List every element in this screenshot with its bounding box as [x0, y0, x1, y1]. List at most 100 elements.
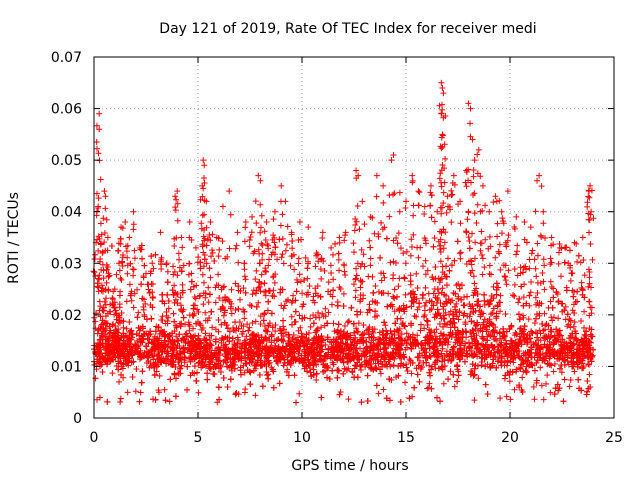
- data-point: [353, 325, 360, 332]
- data-point: [384, 303, 391, 310]
- data-point: [291, 318, 298, 325]
- data-point: [497, 342, 504, 349]
- data-point: [482, 381, 489, 388]
- data-point: [353, 272, 360, 279]
- data-point: [116, 378, 123, 385]
- data-point: [170, 310, 177, 317]
- data-point: [176, 366, 183, 373]
- data-point: [264, 307, 271, 314]
- data-point: [224, 363, 231, 370]
- data-point: [584, 378, 591, 385]
- data-point: [396, 189, 403, 196]
- data-point: [262, 268, 269, 275]
- data-point: [334, 374, 341, 381]
- data-point: [445, 376, 452, 383]
- data-point: [350, 240, 357, 247]
- data-point: [260, 317, 267, 324]
- data-point: [497, 395, 504, 402]
- data-point: [146, 289, 153, 296]
- data-point: [235, 305, 242, 312]
- data-point: [249, 320, 256, 327]
- data-point: [234, 334, 241, 341]
- data-point: [180, 335, 187, 342]
- data-point: [242, 386, 249, 393]
- data-point: [118, 371, 125, 378]
- data-point: [440, 323, 447, 330]
- data-point: [276, 380, 283, 387]
- data-point: [104, 398, 111, 405]
- data-point: [472, 362, 479, 369]
- data-point: [375, 390, 382, 397]
- data-point: [410, 231, 417, 238]
- data-point: [502, 273, 509, 280]
- data-points: [90, 79, 597, 406]
- data-point: [428, 192, 435, 199]
- data-point: [355, 320, 362, 327]
- data-point: [165, 297, 172, 304]
- data-point: [335, 250, 342, 257]
- data-point: [116, 267, 123, 274]
- data-point: [341, 322, 348, 329]
- data-point: [571, 368, 578, 375]
- data-point: [394, 240, 401, 247]
- data-point: [293, 288, 300, 295]
- data-point: [519, 374, 526, 381]
- data-point: [560, 398, 567, 405]
- data-point: [543, 380, 550, 387]
- data-point: [134, 337, 141, 344]
- data-point: [531, 396, 538, 403]
- data-point: [200, 301, 207, 308]
- data-point: [290, 335, 297, 342]
- data-point: [208, 349, 215, 356]
- data-point: [445, 357, 452, 364]
- data-point: [252, 392, 259, 399]
- data-point: [156, 372, 163, 379]
- data-point: [433, 394, 440, 401]
- data-point: [280, 362, 287, 369]
- data-point: [558, 362, 565, 369]
- data-point: [373, 382, 380, 389]
- data-point: [392, 260, 399, 267]
- data-point: [153, 368, 160, 375]
- data-point: [478, 362, 485, 369]
- data-point: [569, 359, 576, 366]
- data-point: [228, 286, 235, 293]
- data-point: [193, 377, 200, 384]
- data-point: [117, 399, 124, 406]
- data-point: [123, 325, 130, 332]
- data-point: [372, 308, 379, 315]
- data-point: [120, 324, 127, 331]
- data-point: [466, 245, 473, 252]
- data-point: [103, 279, 110, 286]
- data-point: [453, 282, 460, 289]
- data-point: [528, 278, 535, 285]
- data-point: [566, 383, 573, 390]
- data-point: [148, 253, 155, 260]
- data-point: [401, 354, 408, 361]
- data-point: [567, 377, 574, 384]
- data-point: [531, 367, 538, 374]
- data-point: [265, 287, 272, 294]
- data-point: [139, 368, 146, 375]
- data-point: [532, 315, 539, 322]
- data-point: [139, 255, 146, 262]
- data-point: [385, 290, 392, 297]
- data-point: [503, 393, 510, 400]
- data-point: [377, 254, 384, 261]
- data-point: [438, 364, 445, 371]
- data-point: [307, 369, 314, 376]
- data-point: [423, 359, 430, 366]
- data-point: [416, 378, 423, 385]
- data-point: [330, 287, 337, 294]
- data-point: [331, 328, 338, 335]
- data-point: [566, 247, 573, 254]
- data-point: [335, 321, 342, 328]
- data-point: [215, 328, 222, 335]
- data-point: [575, 376, 582, 383]
- data-point: [272, 328, 279, 335]
- data-point: [366, 301, 373, 308]
- data-point: [148, 315, 155, 322]
- data-point: [428, 298, 435, 305]
- data-point: [397, 399, 404, 406]
